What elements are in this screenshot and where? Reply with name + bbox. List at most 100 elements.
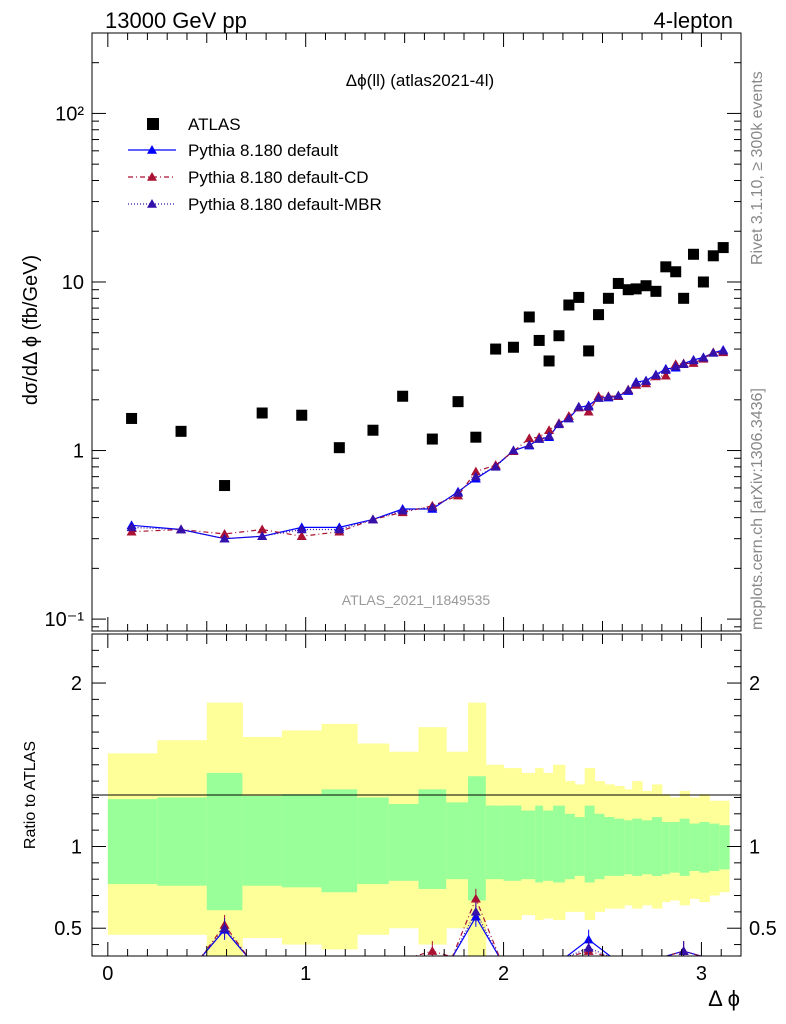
ratio-point-3 (583, 942, 594, 952)
atlas-point (717, 242, 729, 254)
uncertainty-band-inner (446, 802, 469, 880)
rivet-version-label: Rivet 3.1.10, ≥ 300k events (749, 71, 766, 265)
mc-point-3 (708, 347, 719, 357)
uncertainty-band-inner (467, 776, 487, 901)
ratio-y-tick-label-right: 1 (749, 836, 760, 858)
mc-point-3 (427, 502, 438, 512)
x-axis-title: Δ ϕ (708, 986, 740, 1011)
mc-point-2 (296, 531, 307, 541)
atlas-point (175, 425, 187, 437)
ratio-point-2 (470, 893, 481, 903)
atlas-point (470, 431, 482, 443)
uncertainty-band-inner (485, 805, 505, 880)
uncertainty-band-inner (669, 821, 681, 873)
uncertainty-band-inner (157, 797, 208, 886)
atlas-point (660, 261, 672, 273)
mc-point-2 (524, 433, 535, 443)
mc-point-3 (698, 352, 709, 362)
uncertainty-band-inner (357, 797, 390, 885)
uncertainty-band-inner (614, 818, 625, 876)
y-tick-label: 1 (73, 441, 84, 463)
uncertainty-band-inner (632, 818, 643, 876)
legend-marker (147, 145, 157, 154)
main-panel-frame (91, 32, 742, 632)
atlas-point (126, 412, 138, 424)
mc-point-2 (660, 370, 671, 380)
ratio-bands (107, 702, 730, 956)
mc-point-3 (573, 401, 584, 411)
atlas-point (593, 309, 605, 321)
header-left-label: 13000 GeV pp (105, 8, 247, 33)
ratio-panel-frame (91, 633, 742, 957)
uncertainty-band-inner (543, 810, 554, 881)
atlas-point (612, 277, 624, 289)
series-line-2 (131, 351, 724, 537)
mc-point-3 (613, 390, 624, 400)
uncertainty-band-inner (661, 821, 671, 875)
uncertainty-band-inner (604, 817, 615, 876)
mc-point-3 (718, 345, 729, 355)
atlas-point (553, 330, 565, 342)
mc-point-3 (623, 385, 634, 394)
mc-point-3 (670, 361, 681, 371)
uncertainty-band-inner (107, 799, 158, 885)
mc-point-3 (603, 391, 614, 401)
atlas-point (219, 480, 231, 492)
mc-point-3 (367, 514, 378, 524)
uncertainty-band-inner (564, 813, 576, 880)
legend: ATLAS Pythia 8.180 default Pythia 8.180 de… (128, 115, 382, 214)
mc-point-3 (660, 365, 671, 374)
uncertainty-band-inner (679, 818, 691, 876)
legend-label: Pythia 8.180 default-CD (188, 168, 369, 187)
mc-point-2 (219, 528, 230, 538)
y-tick-label: 10 (62, 272, 84, 294)
atlas-point (563, 299, 575, 311)
ratio-y-axis-title: Ratio to ATLAS (22, 741, 39, 849)
mc-point-2 (544, 425, 555, 434)
x-tick-label: 2 (498, 963, 509, 985)
atlas-point (630, 283, 642, 295)
uncertainty-band-inner (709, 823, 720, 872)
mc-point-3 (688, 355, 699, 365)
uncertainty-band-inner (521, 810, 536, 880)
legend-marker-atlas (147, 118, 159, 130)
mcplots-label: mcplots.cern.ch [arXiv:1306.3436] (749, 388, 766, 630)
mc-point-3 (583, 401, 594, 411)
ratio-panel-ticks: 0.5 0.5 1 1 2 2 0 1 2 3 (54, 634, 777, 985)
mc-point-3 (490, 461, 501, 471)
header-right-label: 4-lepton (653, 8, 733, 33)
uncertainty-band-inner (594, 813, 605, 880)
ratio-y-tick-label: 1 (71, 836, 82, 858)
mc-point-3 (508, 445, 519, 455)
ratio-y-tick-label-right: 2 (749, 673, 760, 695)
uncertainty-band-inner (699, 821, 710, 873)
mc-point-3 (534, 434, 545, 443)
uncertainty-band-inner (651, 817, 663, 876)
atlas-point (256, 407, 268, 419)
legend-label: Pythia 8.180 default-MBR (188, 195, 382, 214)
atlas-point (543, 355, 555, 367)
plot-title: Δϕ(ll) (atlas2021-4l) (346, 71, 494, 90)
mc-point-3 (470, 471, 481, 481)
uncertainty-band-inner (584, 805, 596, 883)
mc-point-2 (583, 406, 594, 416)
uncertainty-band-inner (624, 820, 633, 875)
main-panel: 10⁻¹ 1 10 10² Δϕ(ll) (atlas2021-4l) ATLAS_2… (20, 32, 742, 632)
mc-point-3 (678, 359, 689, 369)
y-tick-label: 10⁻¹ (45, 609, 85, 631)
legend-marker (147, 172, 157, 181)
atlas-point (367, 424, 379, 436)
x-tick-label: 0 (102, 963, 113, 985)
mc-point-3 (296, 524, 307, 534)
atlas-point (678, 292, 690, 304)
analysis-watermark: ATLAS_2021_I1849535 (342, 592, 491, 608)
mc-point-2 (470, 466, 481, 476)
atlas-point (707, 250, 719, 262)
y-axis-title: dσ/dΔ ϕ (fb/GeV) (20, 255, 42, 405)
atlas-point (697, 276, 709, 288)
ratio-point-3 (470, 906, 481, 916)
ratio-series (201, 888, 703, 956)
uncertainty-band-inner (388, 803, 419, 881)
mc-point-3 (257, 531, 268, 541)
atlas-point (426, 433, 438, 445)
